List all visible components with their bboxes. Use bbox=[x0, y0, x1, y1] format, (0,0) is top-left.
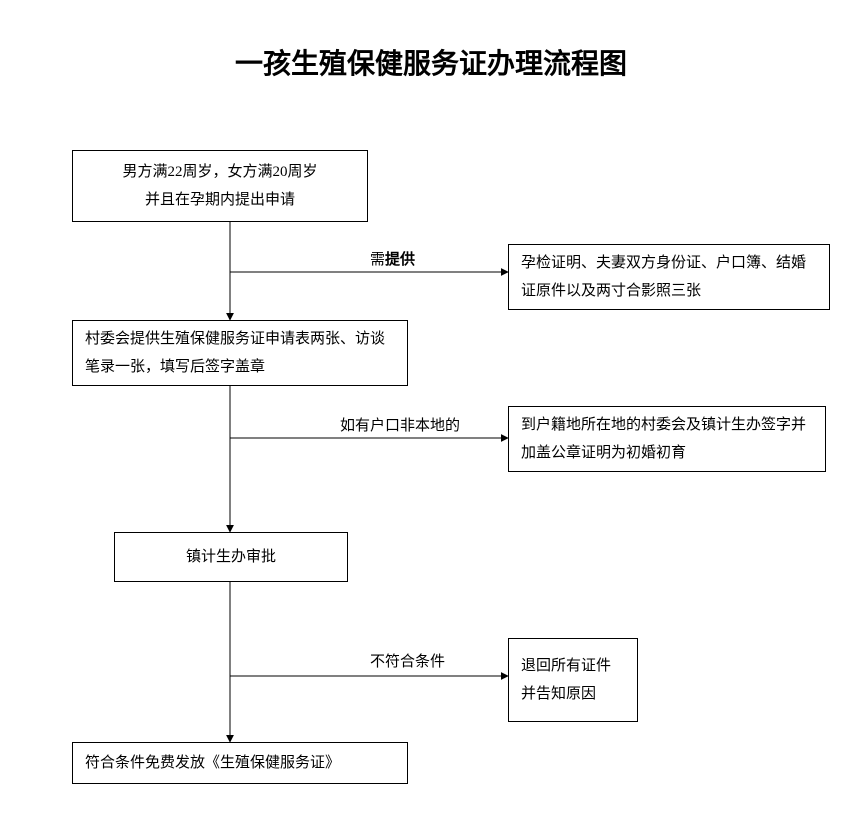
flowchart-node-n1: 男方满22周岁，女方满20周岁 并且在孕期内提出申请 bbox=[72, 150, 368, 222]
edge-label: 不符合条件 bbox=[370, 650, 445, 671]
edge-label: 如有户口非本地的 bbox=[340, 414, 460, 435]
flowchart-node-n7: 符合条件免费发放《生殖保健服务证》 bbox=[72, 742, 408, 784]
page-title: 一孩生殖保健服务证办理流程图 bbox=[0, 42, 862, 82]
flowchart-node-n3: 村委会提供生殖保健服务证申请表两张、访谈笔录一张，填写后签字盖章 bbox=[72, 320, 408, 386]
flowchart-node-n5: 镇计生办审批 bbox=[114, 532, 348, 582]
flowchart-node-n2: 孕检证明、夫妻双方身份证、户口簿、结婚证原件以及两寸合影照三张 bbox=[508, 244, 830, 310]
flowchart-node-n4: 到户籍地所在地的村委会及镇计生办签字并加盖公章证明为初婚初育 bbox=[508, 406, 826, 472]
flowchart-node-n6: 退回所有证件并告知原因 bbox=[508, 638, 638, 722]
edge-label: 需提供 bbox=[370, 248, 415, 269]
